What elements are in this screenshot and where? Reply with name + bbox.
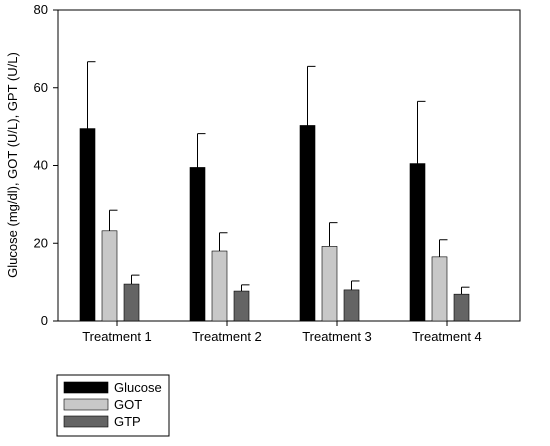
y-tick-label: 60 <box>34 80 48 95</box>
legend-swatch <box>63 398 109 411</box>
legend-label: GOT <box>114 397 142 412</box>
x-category-label: Treatment 4 <box>412 329 482 344</box>
bar-glucose-1 <box>79 128 96 322</box>
bar-got-1 <box>101 230 118 322</box>
bar-gtp-2 <box>233 290 250 322</box>
bar-gtp-1 <box>123 283 140 322</box>
x-category-label: Treatment 3 <box>302 329 372 344</box>
y-tick-label: 0 <box>41 313 48 328</box>
legend-label: GTP <box>114 414 141 429</box>
x-category-label: Treatment 1 <box>82 329 152 344</box>
y-axis-title: Glucose (mg/dl), GOT (U/L), GPT (U/L) <box>5 52 20 278</box>
bar-got-3 <box>321 246 338 322</box>
bar-gtp-4 <box>453 293 470 322</box>
plot-frame <box>57 9 521 322</box>
legend: Glucose GOT GTP <box>56 374 170 437</box>
y-tick-label: 20 <box>34 235 48 250</box>
legend-label: Glucose <box>114 380 162 395</box>
bar-gtp-3 <box>343 289 360 322</box>
legend-swatch <box>63 415 109 428</box>
bar-got-2 <box>211 250 228 322</box>
y-tick-label: 80 <box>34 2 48 17</box>
bar-glucose-2 <box>189 167 206 322</box>
plot-area: 0 20 40 60 80 Treatment 1 Treatment 2 Treatment… <box>34 2 521 344</box>
bar-got-4 <box>431 256 448 322</box>
bar-glucose-4 <box>409 163 426 322</box>
x-category-label: Treatment 2 <box>192 329 262 344</box>
legend-swatch <box>63 381 109 394</box>
bar-glucose-3 <box>299 125 316 322</box>
y-tick-label: 40 <box>34 158 48 173</box>
